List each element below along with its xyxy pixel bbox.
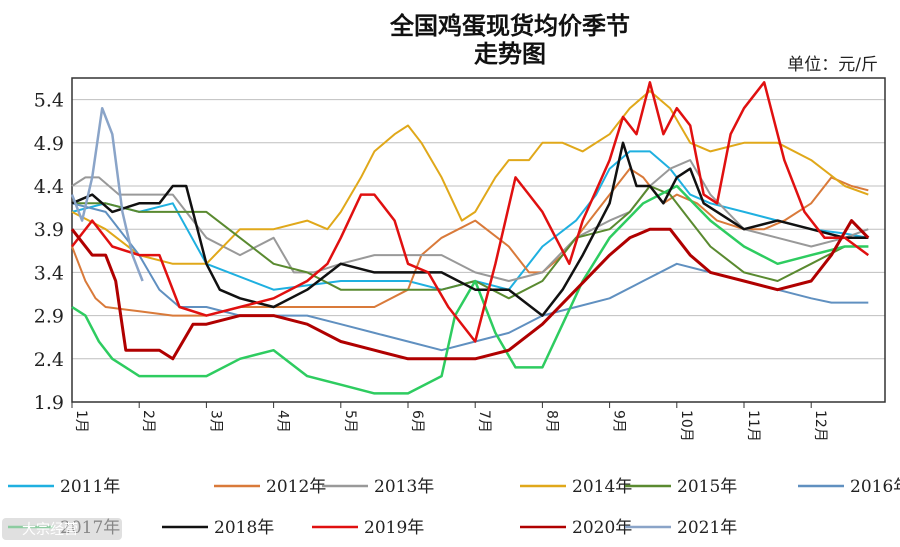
series-line-2020年 (70, 219, 870, 361)
chart-title-line2: 走势图 (474, 40, 546, 68)
legend-label: 2020年 (572, 518, 632, 538)
x-tick-label: 7月 (476, 410, 492, 433)
legend-label: 2018年 (214, 518, 274, 538)
y-tick-label: 3.4 (34, 262, 64, 284)
y-tick-label: 3.9 (34, 219, 64, 241)
x-axis: 1月 2月 3月 4月 5月 6月 7月 8月 9月 10月 11月 12月 (71, 402, 828, 442)
legend-label: 2014年 (572, 477, 632, 497)
series-line-2014年 (71, 90, 869, 265)
y-tick-label: 2.9 (34, 306, 64, 328)
y-tick-label: 2.4 (34, 349, 64, 371)
x-tick-label: 11月 (745, 410, 761, 442)
x-tick-label: 8月 (543, 410, 559, 433)
x-tick-label: 9月 (611, 410, 627, 433)
legend-label: 2016年 (850, 477, 900, 497)
legend: 2011年2012年2013年2014年2015年2016年2017年2018年… (8, 477, 900, 538)
x-tick-label: 2月 (140, 410, 156, 433)
watermark-badge (2, 518, 122, 540)
series-line-2019年 (71, 81, 870, 343)
watermark: 大宗经营 (2, 518, 122, 540)
y-tick-label: 5.4 (34, 90, 64, 112)
x-tick-label: 1月 (73, 410, 89, 433)
series-line-2018年 (71, 141, 869, 317)
x-tick-label: 6月 (409, 410, 425, 433)
x-tick-label: 4月 (275, 410, 291, 433)
y-tick-label: 1.9 (34, 392, 64, 414)
series-line-2012年 (71, 167, 869, 317)
watermark-text: 大宗经营 (22, 522, 78, 538)
series-line-2011年 (71, 150, 869, 291)
chart-title-line1: 全国鸡蛋现货均价季节 (389, 12, 630, 40)
series-lines (70, 81, 870, 395)
legend-label: 2012年 (266, 477, 326, 497)
unit-label: 单位：元/斤 (787, 55, 878, 75)
series-line-2015年 (72, 185, 869, 300)
legend-label: 2021年 (677, 518, 737, 538)
legend-label: 2015年 (677, 477, 737, 497)
legend-label: 2013年 (374, 477, 434, 497)
legend-label: 2011年 (60, 477, 120, 497)
x-tick-label: 3月 (207, 410, 223, 433)
legend-label: 2019年 (364, 518, 424, 538)
x-tick-label: 5月 (342, 410, 358, 433)
y-tick-label: 4.9 (34, 133, 64, 155)
plot-area-frame (71, 77, 886, 403)
x-tick-label: 10月 (678, 410, 694, 442)
x-tick-label: 12月 (812, 410, 828, 442)
y-tick-label: 4.4 (34, 176, 64, 198)
series-line-2021年 (70, 106, 144, 282)
y-axis: 5.4 4.9 4.4 3.9 3.4 2.9 2.4 1.9 (34, 90, 64, 414)
